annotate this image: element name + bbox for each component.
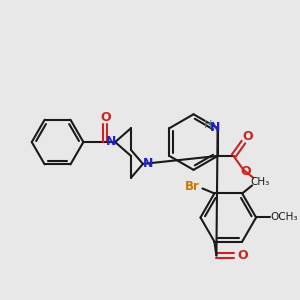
Text: CH₃: CH₃ (250, 176, 270, 187)
Text: Br: Br (185, 180, 200, 193)
Text: N: N (209, 121, 220, 134)
Text: O: O (240, 165, 251, 178)
Text: O: O (237, 249, 247, 262)
Text: O: O (242, 130, 253, 142)
Text: N: N (143, 158, 153, 170)
Text: H: H (203, 120, 212, 130)
Text: N: N (106, 135, 116, 148)
Text: O: O (100, 111, 110, 124)
Text: OCH₃: OCH₃ (270, 212, 298, 223)
